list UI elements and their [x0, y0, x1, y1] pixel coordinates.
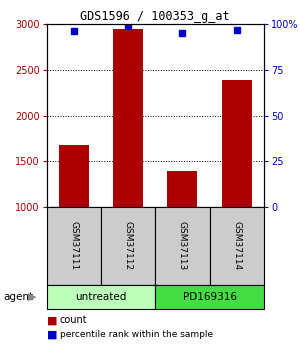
- Bar: [46, 207, 101, 285]
- Bar: [155, 207, 210, 285]
- Text: ■: ■: [46, 315, 57, 325]
- Text: count: count: [60, 315, 88, 325]
- Text: GSM37111: GSM37111: [69, 221, 78, 270]
- Bar: [210, 207, 264, 285]
- Bar: [155, 285, 264, 309]
- Bar: [59, 145, 88, 207]
- Bar: [222, 80, 252, 207]
- Text: ■: ■: [46, 330, 57, 339]
- Text: untreated: untreated: [75, 292, 127, 302]
- Text: agent: agent: [3, 292, 33, 302]
- Bar: [113, 29, 143, 207]
- Bar: [46, 285, 155, 309]
- Text: ▶: ▶: [28, 292, 37, 302]
- Text: PD169316: PD169316: [183, 292, 237, 302]
- Text: GSM37114: GSM37114: [232, 221, 241, 270]
- Bar: [101, 207, 155, 285]
- Bar: [167, 171, 197, 207]
- Title: GDS1596 / 100353_g_at: GDS1596 / 100353_g_at: [80, 10, 230, 23]
- Text: GSM37112: GSM37112: [124, 221, 133, 270]
- Text: GSM37113: GSM37113: [178, 221, 187, 270]
- Text: percentile rank within the sample: percentile rank within the sample: [60, 330, 213, 339]
